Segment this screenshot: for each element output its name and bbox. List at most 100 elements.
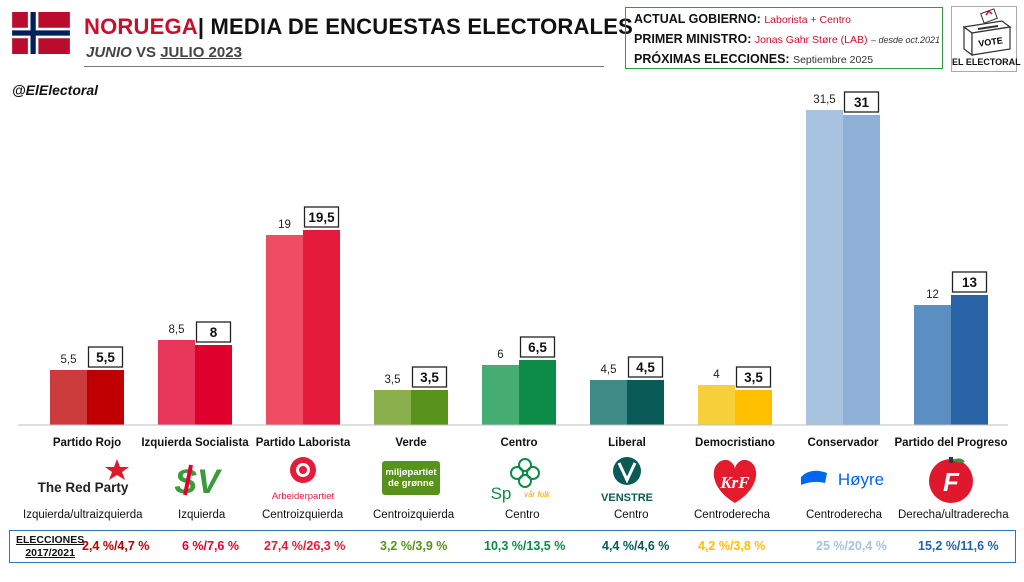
data-label-box (627, 356, 664, 378)
bar-june (158, 340, 195, 425)
subtitle-vs: VS (131, 44, 161, 61)
data-label-june: 4 (713, 369, 720, 381)
data-label-box (519, 336, 556, 358)
category-label: Democristiano (695, 437, 775, 449)
mdg-logo-text: miljøpartiet de grønne (385, 467, 437, 489)
data-label-june: 4,5 (601, 364, 617, 376)
gov-label: ACTUAL GOBIERNO: (634, 12, 761, 26)
ballot-box-icon: VOTE (962, 8, 1012, 57)
sp-clover-logo-icon: Sp vår folk (491, 458, 551, 503)
party-logo-sv: SV (141, 455, 249, 507)
bar-june (50, 370, 87, 425)
ballot-vote-text: VOTE (978, 35, 1004, 48)
sv-logo-text: SV (174, 463, 223, 501)
title-text: MEDIA DE ENCUESTAS ELECTORALES (210, 14, 633, 39)
elections-value: 25 %/20,4 % (816, 539, 887, 553)
elections-title: ELECCIONES 2017/2021 (16, 534, 84, 560)
frp-logo-icon: F (929, 457, 973, 503)
arbeiderpartiet-logo-icon: Arbeiderpartiet (272, 457, 335, 502)
ideology-label: Centroizquierda (262, 509, 344, 521)
twitter-handle: @ElElectoral (12, 82, 99, 98)
sv-logo-icon: SV (174, 463, 223, 501)
ideology-label: Izquierda/ultraizquierda (23, 509, 143, 521)
sp-logo-tag: vår folk (524, 490, 551, 499)
bar-july (951, 295, 988, 425)
data-label-july: 5,5 (96, 350, 115, 365)
gov-row-current: ACTUAL GOBIERNO: Laborista + Centro (634, 10, 934, 30)
ideology-label: Centroderecha (806, 509, 883, 521)
data-label-june: 19 (278, 219, 291, 231)
title-divider (84, 66, 604, 67)
bar-july (627, 380, 664, 425)
hoyre-logo-text: Høyre (838, 470, 884, 489)
bar-july (87, 370, 124, 425)
ideology-label: Centroderecha (694, 509, 771, 521)
elections-value: 15,2 %/11,6 % (918, 539, 999, 553)
bar-july (411, 390, 448, 425)
venstre-logo-text: VENSTRE (601, 492, 653, 504)
data-label-june: 3,5 (385, 374, 401, 386)
category-label: Verde (395, 437, 426, 449)
bar-july (735, 390, 772, 425)
gov-row-next: PRÓXIMAS ELECCIONES: Septiembre 2025 (634, 50, 934, 70)
gov-row-pm: PRIMER MINISTRO: Jonas Gahr Støre (LAB) … (634, 30, 940, 50)
brand-name: EL ELECTORAL (952, 57, 1021, 67)
party-logo-red: The Red Party (33, 455, 141, 507)
ap-logo-text: Arbeiderpartiet (272, 491, 335, 502)
pm-value: Jonas Gahr Støre (LAB) (754, 34, 868, 46)
data-label-july: 19,5 (308, 210, 335, 225)
government-info-box: ACTUAL GOBIERNO: Laborista + Centro PRIM… (625, 7, 943, 69)
data-label-june: 12 (926, 289, 939, 301)
elections-value: 27,4 %/26,3 % (264, 539, 346, 553)
elections-value: 2,4 %/4,7 % (82, 539, 150, 553)
ideology-label: Centro (505, 509, 540, 521)
bar-july (519, 360, 556, 425)
elections-title-line2: 2017/2021 (25, 547, 75, 559)
next-election-label: PRÓXIMAS ELECCIONES: (634, 52, 790, 66)
category-label: Partido del Progreso (894, 437, 1007, 449)
frp-logo-text: F (943, 467, 960, 497)
bar-june (914, 305, 951, 425)
elections-value: 4,2 %/3,8 % (698, 539, 766, 553)
title-country: NORUEGA (84, 14, 198, 39)
bar-june (806, 110, 843, 425)
data-label-june: 8,5 (169, 324, 185, 336)
party-logo-hoyre: Høyre (789, 455, 897, 507)
data-label-box (411, 366, 448, 388)
bar-june (266, 235, 303, 425)
bar-july (303, 230, 340, 425)
data-label-june: 6 (497, 349, 503, 361)
elections-title-line1: ELECCIONES (16, 534, 85, 546)
bar-june (482, 365, 519, 425)
party-logo-krf: KrF (681, 455, 789, 507)
ideology-label: Izquierda (178, 509, 226, 521)
page-subtitle: JUNIO VS JULIO 2023 (86, 44, 242, 61)
data-label-box (195, 321, 232, 343)
mdg-logo-icon: miljøpartiet de grønne (382, 461, 440, 495)
krf-logo-icon: KrF (713, 459, 757, 503)
pm-label: PRIMER MINISTRO: (634, 32, 752, 46)
bar-july (843, 115, 880, 425)
gov-value: Laborista + Centro (764, 14, 852, 26)
page-title: NORUEGA| MEDIA DE ENCUESTAS ELECTORALES (84, 14, 633, 40)
pm-note: – desde oct.2021 (870, 35, 941, 45)
category-label: Liberal (608, 437, 646, 449)
elections-value: 4,4 %/4,6 % (602, 539, 670, 553)
red-party-logo-text: The Red Party (38, 480, 129, 495)
data-label-july: 31 (854, 95, 870, 110)
ideology-label: Centroizquierda (373, 509, 455, 521)
category-label: Conservador (808, 437, 879, 449)
ideology-label: Derecha/ultraderecha (898, 509, 1009, 521)
bar-chart: 5,5 5,5 Partido Rojo 8,5 8 Izquierda Socialis… (18, 91, 1008, 449)
data-label-july: 4,5 (636, 360, 655, 375)
bar-june (590, 380, 627, 425)
party-logo-venstre: VENSTRE (573, 455, 681, 507)
data-label-july: 13 (962, 275, 978, 290)
data-label-june: 31,5 (813, 94, 835, 106)
category-label: Centro (500, 437, 537, 449)
data-label-box (843, 91, 880, 113)
data-label-july: 6,5 (528, 340, 547, 355)
norway-flag-icon (12, 12, 70, 54)
party-logo-frp: F (897, 455, 1005, 507)
hoyre-logo-icon: Høyre (801, 470, 884, 489)
